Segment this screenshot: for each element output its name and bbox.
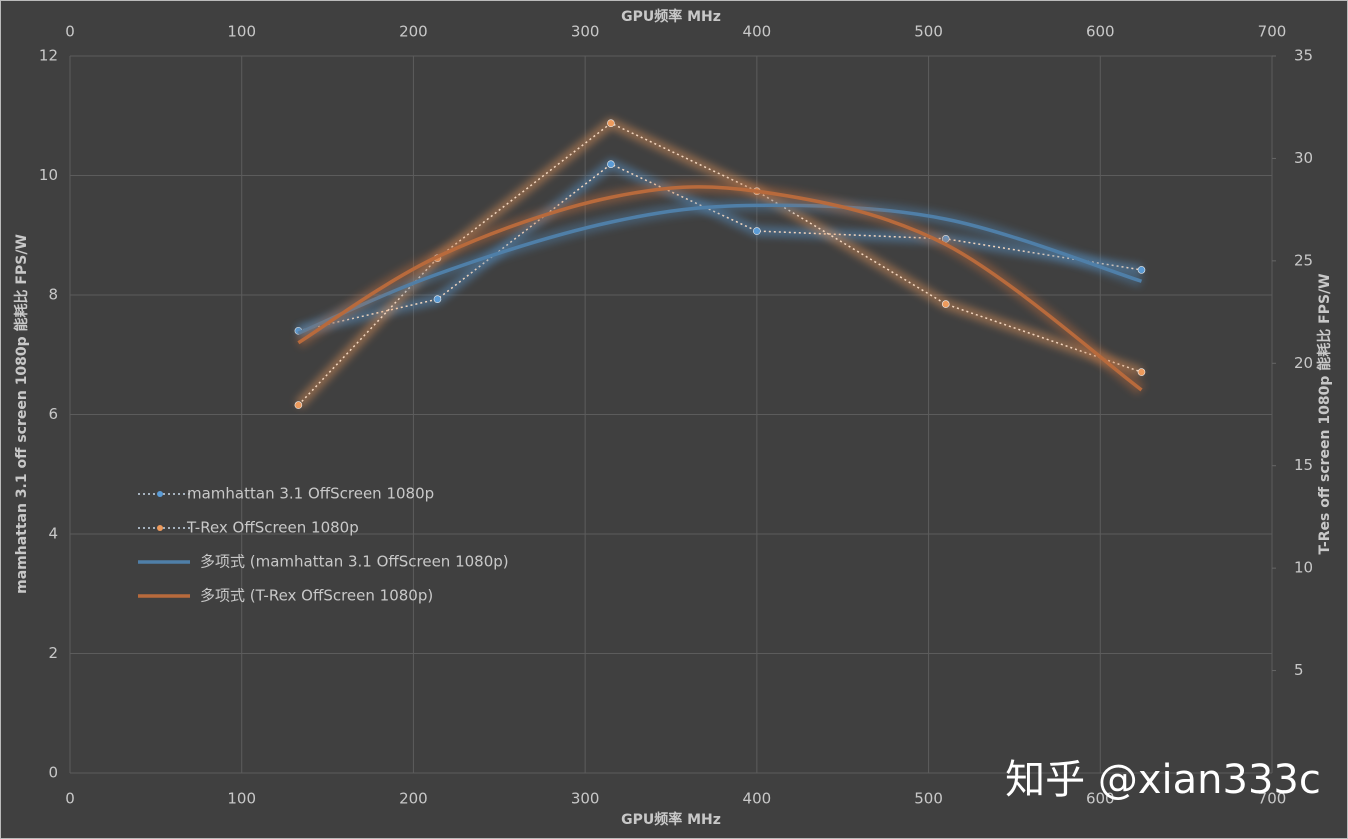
y2-tick-label: 20 [1294, 354, 1313, 372]
x-tick-label-top: 300 [571, 23, 600, 41]
data-point [753, 227, 761, 235]
x-tick-label: 100 [227, 790, 256, 808]
legend-label: mamhattan 3.1 OffScreen 1080p [187, 485, 434, 503]
y-tick-label: 0 [48, 764, 58, 782]
x-tick-label: 600 [1086, 790, 1115, 808]
y2-axis-title: T-Res off screen 1080p 能耗比 FPS/W [1316, 273, 1333, 554]
x-tick-label-top: 700 [1258, 23, 1287, 41]
data-point [294, 401, 303, 409]
x-tick-label: 0 [65, 790, 75, 808]
y2-tick-label: 10 [1294, 559, 1313, 577]
y-tick-label: 6 [48, 405, 58, 423]
watermark: 知乎 @xian333c [1005, 757, 1321, 803]
x-tick-label: 700 [1258, 790, 1287, 808]
data-point [607, 160, 615, 168]
legend-label: T-Rex OffScreen 1080p [186, 519, 359, 537]
x-tick-label: 300 [571, 790, 600, 808]
data-line [298, 163, 1142, 332]
y2-tick-label: 25 [1294, 251, 1313, 269]
x-tick-label: 200 [399, 790, 428, 808]
y-tick-label: 4 [48, 525, 58, 543]
data-point [433, 295, 442, 303]
x-tick-label-top: 0 [65, 23, 75, 41]
trend-line [297, 185, 1143, 392]
y2-tick-label: 5 [1294, 661, 1304, 679]
trend-line [297, 203, 1143, 335]
x-tick-label: 400 [743, 790, 772, 808]
x-tick-label-top: 400 [743, 23, 772, 41]
data-point [1137, 368, 1146, 376]
y-tick-label: 8 [48, 286, 58, 304]
y-tick-label: 12 [39, 47, 58, 65]
legend-label: 多项式 (T-Rex OffScreen 1080p) [200, 587, 433, 605]
x-tick-label-top: 600 [1086, 23, 1115, 41]
y2-tick-label: 15 [1294, 456, 1313, 474]
data-point [607, 119, 615, 127]
legend-label: 多项式 (mamhattan 3.1 OffScreen 1080p) [200, 553, 509, 571]
x-axis-title: GPU频率 MHz [621, 811, 721, 828]
legend-marker [157, 491, 163, 497]
y-tick-label: 2 [48, 644, 58, 662]
x-tick-label-top: 200 [399, 23, 428, 41]
y-axis-title: mamhattan 3.1 off screen 1080p 能耗比 FPS/W [13, 234, 30, 594]
y2-tick-label: 35 [1294, 47, 1313, 65]
data-point [1137, 266, 1146, 274]
x-tick-label-top: 500 [914, 23, 943, 41]
x-axis-title-top: GPU频率 MHz [621, 8, 721, 25]
x-tick-label: 500 [914, 790, 943, 808]
data-point [941, 300, 950, 308]
y2-tick-label: 30 [1294, 149, 1313, 167]
legend-marker [157, 525, 163, 531]
x-tick-label-top: 100 [227, 23, 256, 41]
plot-area: 0010010020020030030040040050050060060070… [39, 23, 1313, 808]
y-tick-label: 10 [39, 166, 58, 184]
